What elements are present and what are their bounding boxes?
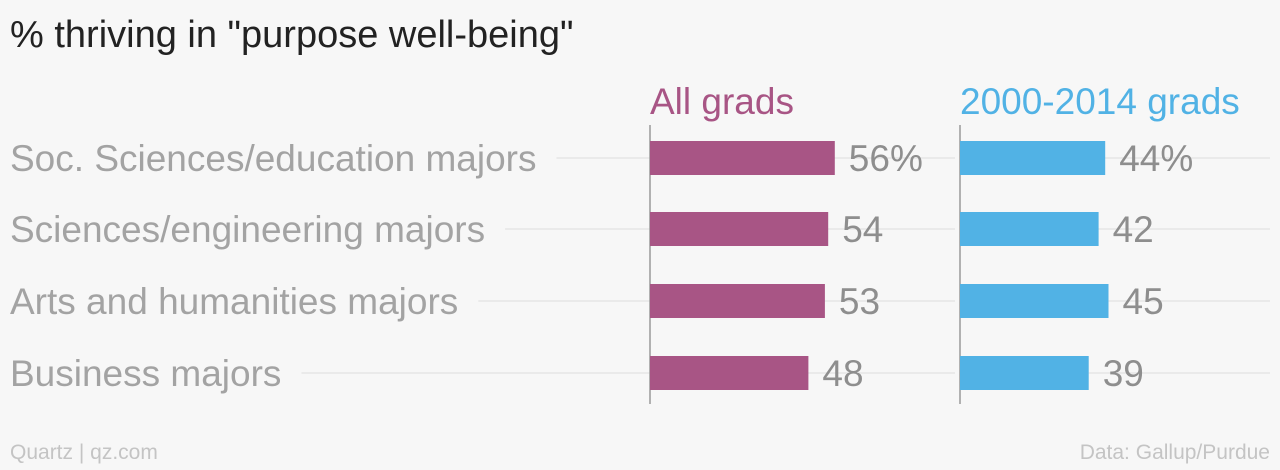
- footer-source: Data: Gallup/Purdue: [1079, 441, 1270, 464]
- bar: [960, 356, 1089, 390]
- bar: [960, 212, 1099, 246]
- value-label: 54: [842, 209, 883, 250]
- bar: [960, 141, 1106, 175]
- category-label: Arts and humanities majors: [10, 281, 458, 322]
- category-label: Business majors: [10, 353, 281, 394]
- series-label: 2000-2014 grads: [960, 81, 1240, 122]
- footer-credit: Quartz | qz.com: [10, 441, 158, 464]
- value-label: 56%: [849, 138, 923, 179]
- category-label: Sciences/engineering majors: [10, 209, 485, 250]
- value-label: 44%: [1119, 138, 1193, 179]
- category-label: Soc. Sciences/education majors: [10, 138, 537, 179]
- value-label: 39: [1103, 353, 1144, 394]
- bar: [960, 284, 1109, 318]
- series-label: All grads: [650, 81, 794, 122]
- chart-title: % thriving in "purpose well-being": [10, 14, 574, 56]
- value-label: 48: [822, 353, 863, 394]
- bar: [650, 141, 835, 175]
- value-label: 53: [839, 281, 880, 322]
- bar: [650, 212, 829, 246]
- bar: [650, 356, 809, 390]
- value-label: 45: [1123, 281, 1164, 322]
- gridlines: [301, 157, 1270, 374]
- bar: [650, 284, 825, 318]
- value-label: 42: [1113, 209, 1154, 250]
